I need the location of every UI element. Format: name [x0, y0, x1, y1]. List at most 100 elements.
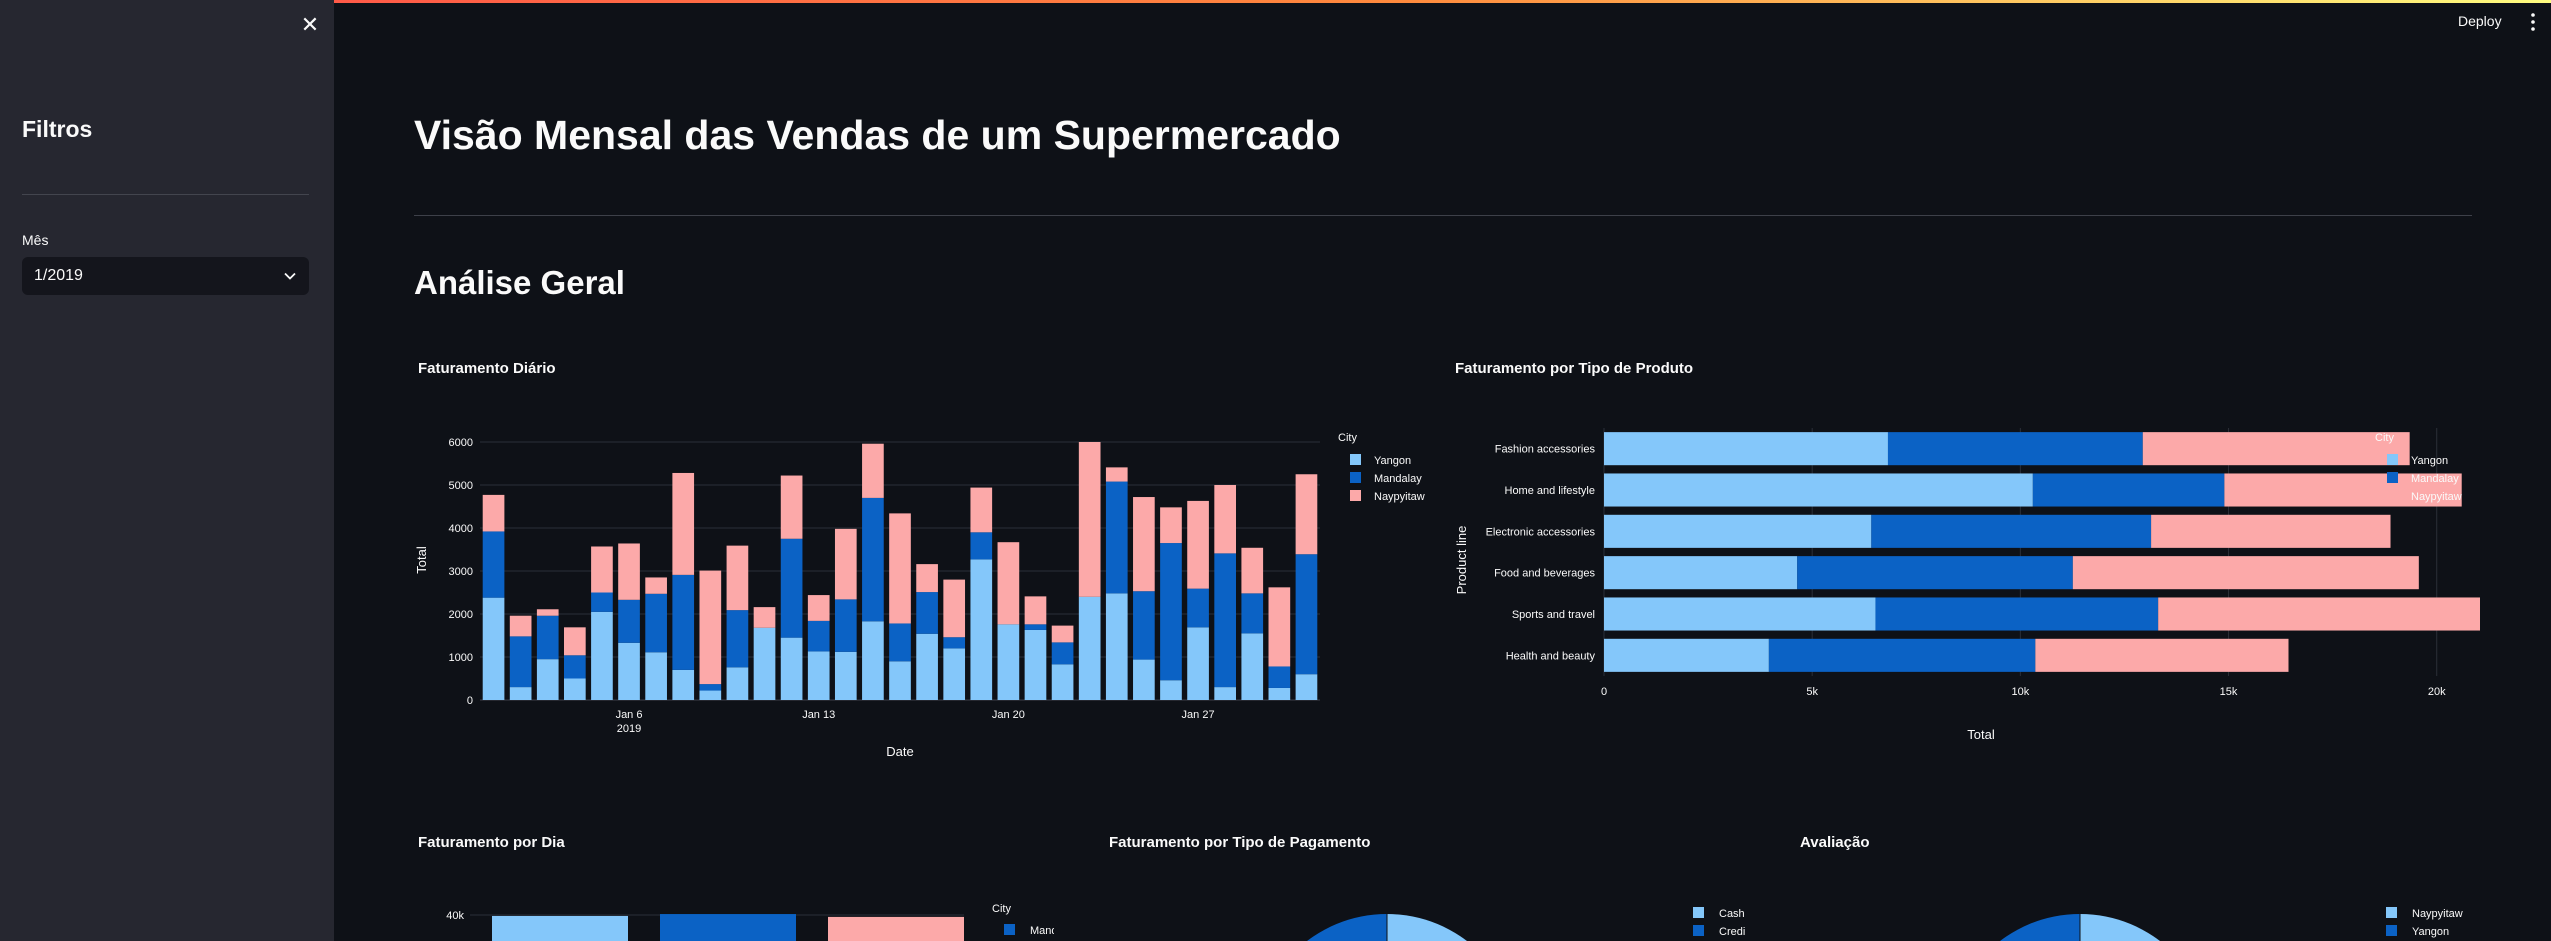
legend-swatch	[1350, 490, 1361, 501]
chart-rating[interactable]: Naypyitaw Yangon	[1796, 890, 2496, 941]
legend-label: Mandalay	[1030, 925, 1054, 937]
bar-naypyitaw	[509, 615, 532, 637]
bar-mandalay	[1295, 554, 1318, 675]
bar-yangon	[1160, 680, 1182, 700]
bar-mandalay	[1105, 481, 1128, 594]
bar-naypyitaw	[1241, 547, 1264, 594]
x-tick-sublabel: 2019	[617, 723, 641, 735]
top-decoration-bar	[0, 0, 2551, 3]
bar-yangon	[1051, 664, 1074, 700]
title-divider	[414, 215, 2472, 216]
month-select-value: 1/2019	[34, 267, 83, 284]
legend-swatch	[1693, 907, 1704, 918]
chevron-down-icon	[284, 272, 296, 280]
y-ticks: 0 1000 2000 3000 4000 5000 6000	[449, 437, 473, 707]
month-select[interactable]: 1/2019	[22, 257, 309, 295]
x-tick-label: 15k	[2220, 686, 2238, 698]
bar-mandalay	[1768, 638, 2036, 672]
bar-naypyitaw	[1133, 497, 1155, 592]
bar-naypyitaw	[591, 546, 613, 593]
bar-yangon	[1133, 659, 1155, 700]
bars	[492, 914, 964, 941]
x-axis-label: Total	[1967, 727, 1995, 742]
legend-label: Yangon	[2412, 926, 2449, 938]
chart-title-payment: Faturamento por Tipo de Pagamento	[1109, 834, 1371, 851]
category-label: Sports and travel	[1512, 609, 1595, 621]
chart-product-line[interactable]: Fashion accessories Home and lifestyle Ele…	[1450, 420, 2480, 750]
legend-label: Yangon	[1374, 455, 1411, 467]
pie-slice-credit-card	[1307, 914, 1387, 941]
bar-mandalay	[807, 620, 830, 652]
deploy-button[interactable]: Deploy	[2458, 13, 2502, 29]
x-tick-label: 20k	[2428, 686, 2446, 698]
legend-swatch	[1350, 472, 1361, 483]
legend-label: Naypyitaw	[1374, 491, 1425, 503]
legend-swatch	[1350, 454, 1361, 465]
bar-naypyitaw	[807, 595, 830, 621]
bar-naypyitaw	[862, 443, 884, 498]
y-tick-label: 1000	[449, 652, 473, 664]
x-tick-label: Jan 27	[1182, 709, 1215, 721]
bar-naypyitaw	[889, 513, 911, 624]
bar-mandalay	[1024, 624, 1047, 630]
legend-title: City	[1338, 432, 1357, 444]
bar-yangon	[645, 652, 667, 700]
bar-yangon	[807, 651, 830, 700]
chart-daily-revenue[interactable]: 0 1000 2000 3000 4000 5000 6000 Jan 6 2019 Jan 1…	[414, 420, 1444, 770]
bar-naypyitaw	[2072, 556, 2419, 590]
legend-title: City	[992, 903, 1011, 915]
bar-naypyitaw	[2158, 597, 2480, 631]
bar-naypyitaw	[1268, 587, 1291, 667]
legend-swatch	[1004, 924, 1015, 935]
y-tick-label: 6000	[449, 437, 473, 449]
bar-yangon	[889, 661, 911, 700]
bar-yangon	[970, 559, 993, 700]
x-tick-label: 0	[1601, 686, 1607, 698]
category-label: Food and beverages	[1494, 568, 1595, 580]
bar-naypyitaw	[828, 916, 964, 941]
bar-naypyitaw	[1214, 485, 1236, 554]
bar-yangon	[618, 642, 640, 700]
legend-label: Cash	[1719, 908, 1745, 920]
legend-swatch	[1693, 925, 1704, 936]
chart-title-daily: Faturamento Diário	[418, 360, 556, 377]
sidebar-divider	[22, 194, 309, 195]
legend: Naypyitaw Yangon	[2386, 907, 2463, 938]
bar-yangon	[997, 624, 1020, 700]
y-axis-label: Total	[414, 546, 429, 574]
bar-naypyitaw	[943, 579, 966, 638]
legend-swatch	[2386, 907, 2397, 918]
bar-mandalay	[943, 637, 966, 649]
bar-mandalay	[834, 599, 857, 652]
bar-naypyitaw	[536, 609, 559, 616]
bar-mandalay	[1187, 588, 1209, 628]
bar-naypyitaw	[916, 564, 938, 593]
bar-yangon	[1187, 627, 1209, 700]
bars	[482, 442, 1318, 700]
bar-naypyitaw	[780, 475, 803, 539]
chart-weekday-revenue[interactable]: 40k City Mandalay	[414, 890, 1054, 941]
x-ticks: 0 5k 10k 15k 20k	[1601, 686, 2446, 698]
legend: City Yangon Mandalay Naypyitaw	[1338, 432, 1425, 503]
more-vertical-icon[interactable]	[2526, 11, 2540, 33]
bar-mandalay	[916, 592, 938, 634]
bar-mandalay	[1214, 553, 1236, 688]
close-icon[interactable]: ✕	[300, 13, 320, 38]
bar-yangon	[834, 651, 857, 700]
legend-swatch	[2387, 472, 2398, 483]
bar-mandalay	[482, 531, 505, 598]
bar-yangon	[509, 687, 532, 700]
legend-swatch	[2386, 925, 2397, 936]
bar-naypyitaw	[1187, 500, 1209, 589]
bar-yangon	[1078, 596, 1101, 700]
bar-yangon	[1268, 687, 1291, 700]
chart-title-rating: Avaliação	[1800, 834, 1870, 851]
legend-label: Credit card	[1719, 926, 1745, 938]
bar-mandalay	[1133, 591, 1155, 660]
chart-payment-type[interactable]: Cash Credit card	[1105, 890, 1745, 941]
bar-naypyitaw	[1051, 625, 1074, 643]
bar-yangon	[1604, 638, 1769, 672]
bars	[1604, 432, 2480, 672]
bar-naypyitaw	[1024, 596, 1047, 625]
bar-yangon	[862, 621, 884, 700]
